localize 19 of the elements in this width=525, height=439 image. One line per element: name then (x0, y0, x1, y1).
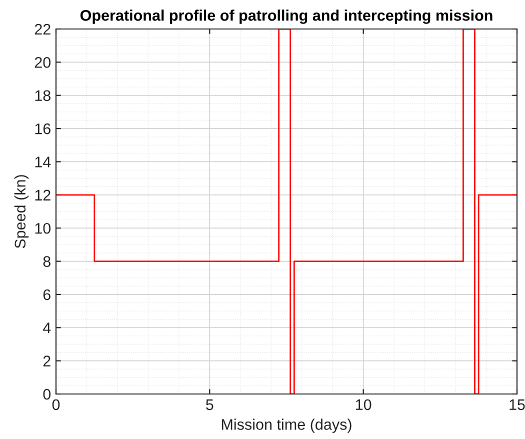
y-tick-label: 4 (42, 322, 51, 334)
y-tick-label: 10 (35, 222, 51, 234)
x-tick-label: 15 (510, 399, 525, 410)
y-tick-label: 20 (34, 57, 51, 68)
y-tick-label: 18 (35, 90, 50, 102)
y-tick-label: 2 (43, 356, 50, 366)
y-axis-title: Speed (kn) (14, 175, 29, 248)
y-tick-label: 8 (43, 256, 50, 267)
x-tick-label: 0 (52, 399, 60, 410)
y-tick-label: 6 (43, 289, 50, 300)
x-axis-title: Mission time (days) (222, 418, 352, 433)
x-tick-label: 5 (206, 399, 214, 410)
y-tick-label: 12 (35, 190, 50, 200)
y-tick-label: 16 (35, 123, 50, 134)
y-tick-label: 14 (35, 156, 51, 168)
chart-title: Operational profile of patrolling and intercepting mission (80, 10, 492, 24)
x-tick-label: 10 (356, 399, 372, 410)
y-tick-label: 0 (43, 388, 51, 400)
y-tick-label: 22 (34, 24, 50, 35)
